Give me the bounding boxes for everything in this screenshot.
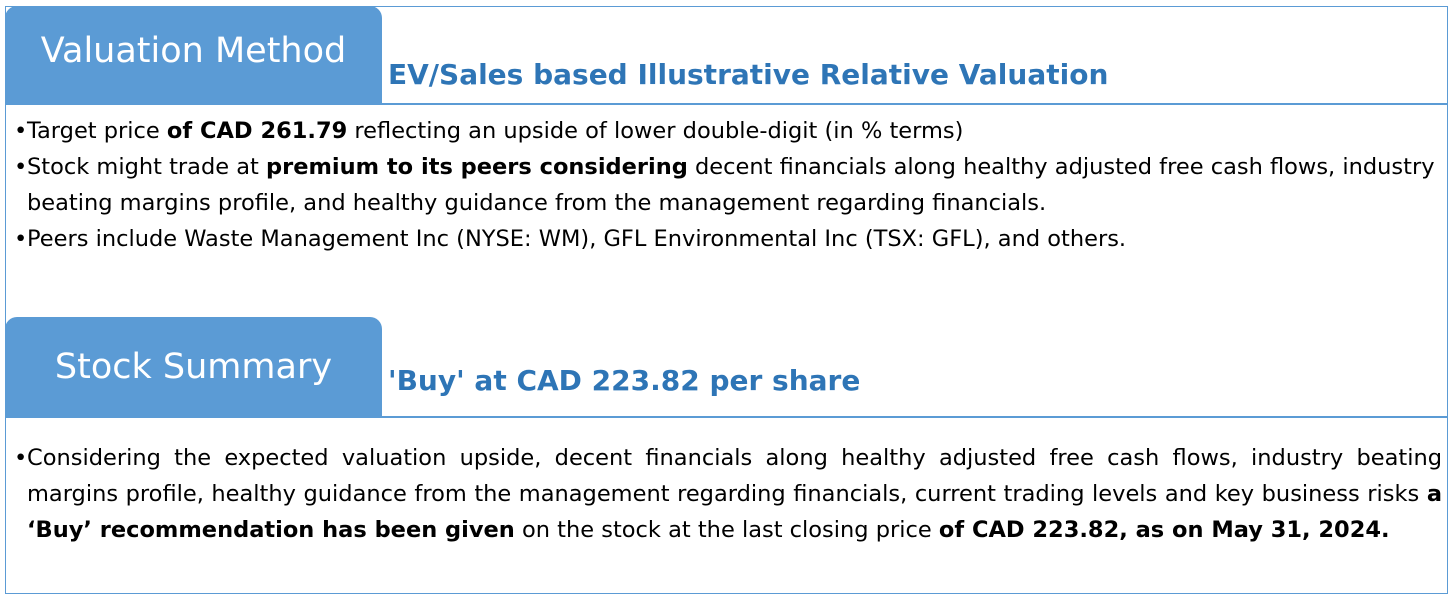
bullet-dot: • [14,445,28,471]
valuation-bullet-target-price: • Target price of CAD 261.79 reflecting a… [14,113,1442,149]
summary-heading: 'Buy' at CAD 223.82 per share [388,364,861,397]
summary-divider [5,416,1448,418]
report-frame [5,6,1448,594]
stock-summary-tab: Stock Summary [5,317,382,417]
valuation-bullet-premium: • Stock might trade at premium to its pee… [14,149,1442,221]
valuation-bullet-list: • Target price of CAD 261.79 reflecting a… [14,113,1442,257]
valuation-method-tab-label: Valuation Method [40,31,347,71]
bullet-dot: • [14,226,28,252]
summary-bullet-recommendation: • Considering the expected valuation upsi… [14,440,1442,548]
valuation-heading: EV/Sales based Illustrative Relative Val… [388,58,1109,91]
bullet-dot: • [14,118,28,144]
summary-bullet-list: • Considering the expected valuation upsi… [14,440,1442,548]
valuation-method-tab: Valuation Method [5,6,382,104]
bullet-dot: • [14,154,28,180]
valuation-divider [5,103,1448,105]
valuation-bullet-peers: • Peers include Waste Management Inc (NYS… [14,221,1442,257]
stock-summary-tab-label: Stock Summary [54,347,333,387]
